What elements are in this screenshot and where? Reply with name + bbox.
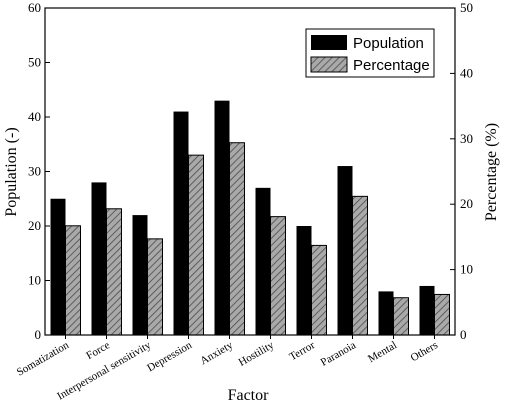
x-tick-label: Hostility — [237, 339, 277, 369]
legend: Population Percentage — [305, 28, 435, 78]
bar-population — [214, 100, 230, 336]
y-axis-label-right: Percentage (%) — [483, 123, 500, 221]
bar-population — [132, 215, 148, 335]
y-tick-label: 30 — [28, 164, 41, 179]
y-tick-label-right: 50 — [460, 0, 473, 15]
bar-percentage — [434, 293, 450, 336]
bar-percentage — [352, 195, 368, 336]
bar-percentage — [311, 244, 327, 336]
legend-label-percentage: Percentage — [353, 57, 430, 74]
y-tick-label: 20 — [28, 218, 41, 233]
bar-population — [419, 285, 435, 335]
y-tick-label-right: 20 — [460, 196, 473, 211]
x-axis-label: Factor — [228, 387, 270, 404]
y-tick-label: 0 — [35, 327, 42, 342]
bar-population — [173, 111, 189, 335]
bar-population — [296, 226, 312, 335]
bar-percentage — [65, 225, 81, 336]
bar-percentage — [270, 216, 286, 336]
bar-population — [337, 166, 353, 335]
y-tick-label-right: 30 — [460, 131, 473, 146]
x-tick-label: Anxiety — [198, 339, 235, 367]
bars — [50, 100, 450, 336]
bar-percentage — [188, 154, 204, 336]
y-tick-label-right: 40 — [460, 65, 473, 80]
y-axis-label: Population (-) — [3, 127, 20, 216]
x-tick-label: Others — [409, 339, 440, 364]
bar-population — [50, 198, 66, 335]
x-tick-label: Depression — [145, 339, 194, 374]
x-tick-label: Terror — [287, 339, 317, 363]
x-tick-label: Somatization — [15, 339, 72, 379]
y-tick-label: 50 — [28, 55, 41, 70]
bar-percentage — [106, 208, 122, 336]
legend-swatch-percentage — [310, 56, 348, 73]
legend-label-population: Population — [353, 35, 424, 52]
y-tick-label-right: 10 — [460, 262, 473, 277]
bar-percentage — [229, 142, 245, 336]
x-tick-label: Paranoia — [319, 339, 358, 369]
bar-percentage — [393, 297, 409, 336]
bar-population — [91, 182, 107, 335]
y-tick-label: 60 — [28, 0, 41, 15]
legend-swatch-population — [311, 35, 347, 50]
y-tick-label-right: 0 — [460, 327, 467, 342]
y-tick-label: 40 — [28, 109, 41, 124]
bar-percentage — [147, 238, 163, 336]
x-tick-label: Mental — [366, 339, 399, 365]
bar-population — [378, 291, 394, 335]
x-tick-label: Force — [84, 339, 112, 362]
bar-population — [255, 187, 271, 335]
y-tick-label: 10 — [28, 273, 41, 288]
